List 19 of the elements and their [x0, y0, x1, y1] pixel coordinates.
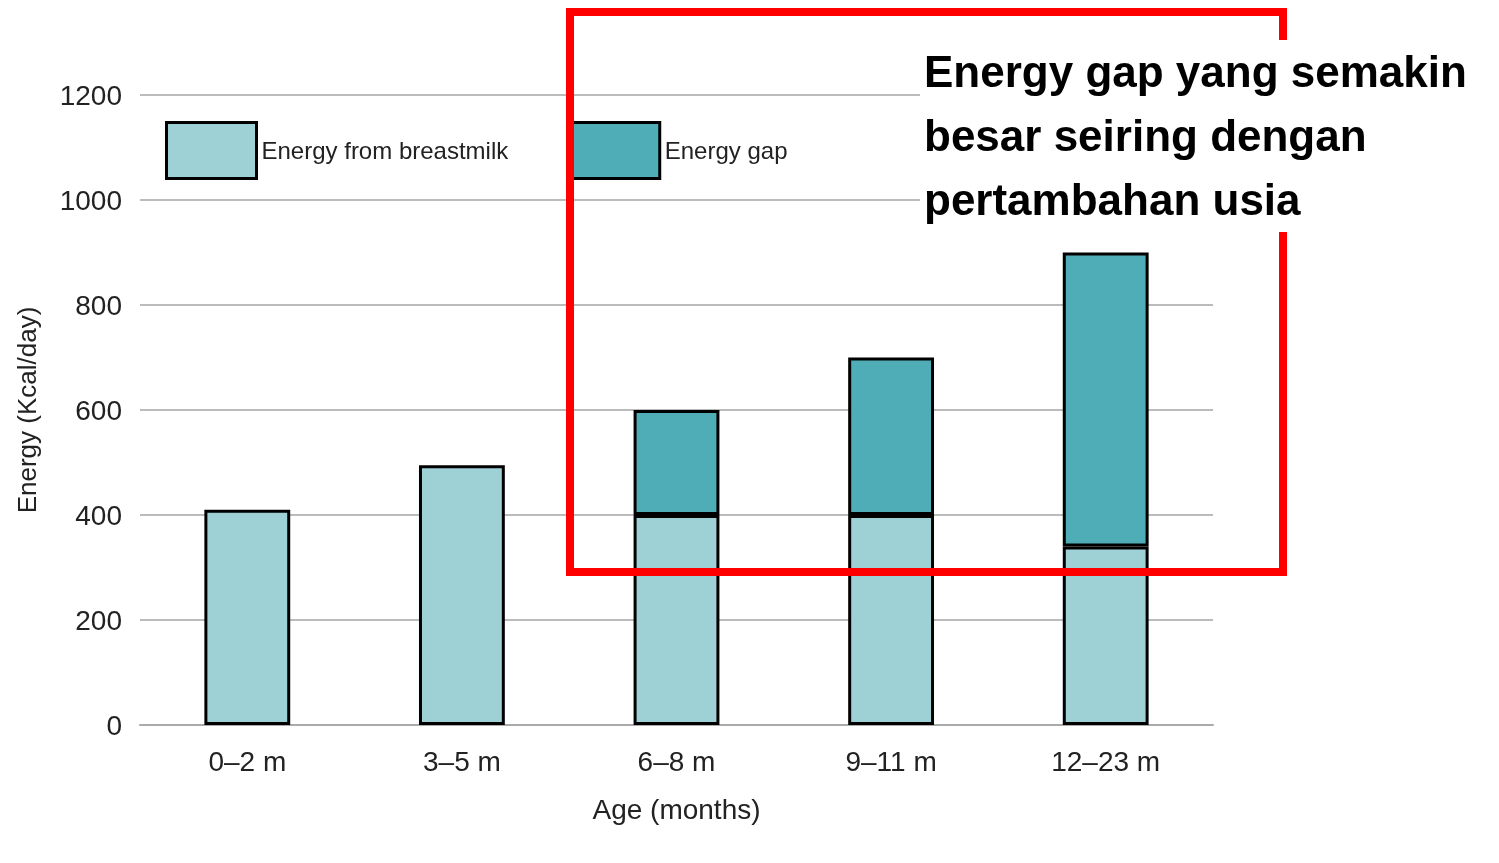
- y-axis-title: Energy (Kcal/day): [12, 306, 42, 514]
- bar: [204, 509, 291, 725]
- x-tick-label: 6–8 m: [637, 745, 716, 777]
- legend-label: Energy gap: [664, 137, 788, 164]
- legend-label: Energy from breastmilk: [261, 137, 510, 164]
- x-tick-label: 9–11 m: [845, 745, 937, 777]
- bar: [418, 465, 505, 725]
- y-tick-label: 400: [75, 499, 122, 531]
- x-tick-label: 12–23 m: [1051, 745, 1161, 777]
- x-axis-title: Age (months): [592, 793, 761, 825]
- y-tick-label: 1000: [59, 184, 122, 216]
- y-tick-label: 0: [106, 709, 122, 741]
- x-tick-label: 3–5 m: [422, 745, 501, 777]
- y-tick-label: 600: [75, 394, 122, 426]
- annotation: Energy gap yang semakin besar seiring dengan pertambahan usia: [924, 46, 1468, 226]
- y-tick-label: 200: [75, 604, 122, 636]
- y-tick-label: 800: [75, 289, 122, 321]
- x-tick-label: 0–2 m: [208, 745, 287, 777]
- y-tick-label: 1200: [59, 79, 122, 111]
